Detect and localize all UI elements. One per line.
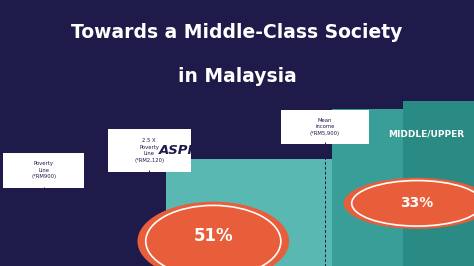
FancyBboxPatch shape: [108, 130, 191, 172]
Text: in Malaysia: in Malaysia: [178, 67, 296, 86]
FancyBboxPatch shape: [281, 110, 369, 144]
Text: 33%: 33%: [401, 196, 434, 210]
FancyBboxPatch shape: [3, 152, 84, 188]
Ellipse shape: [137, 202, 289, 266]
Circle shape: [344, 178, 474, 229]
Text: The majority of Malaysians
aspire to join the middle class.: The majority of Malaysians aspire to joi…: [171, 104, 261, 117]
Text: Absolute poverty
declined from half
the population in
1970 to 1% of
households t: Absolute poverty declined from half the …: [12, 104, 62, 137]
Text: 2.5 X
Poverty
Line
(*RM2,120): 2.5 X Poverty Line (*RM2,120): [134, 138, 164, 163]
Text: Mean
income
(*RM5,900): Mean income (*RM5,900): [310, 118, 340, 136]
Text: MIDDLE/UPPER: MIDDLE/UPPER: [389, 130, 465, 139]
Text: 51%: 51%: [193, 227, 233, 245]
Text: Poverty
Line
(*RM900): Poverty Line (*RM900): [31, 161, 56, 180]
Polygon shape: [403, 101, 474, 266]
Text: ASPIRATIONAL: ASPIRATIONAL: [159, 144, 268, 157]
Polygon shape: [166, 159, 474, 266]
Polygon shape: [332, 109, 474, 266]
Text: Towards a Middle-Class Society: Towards a Middle-Class Society: [71, 23, 403, 42]
